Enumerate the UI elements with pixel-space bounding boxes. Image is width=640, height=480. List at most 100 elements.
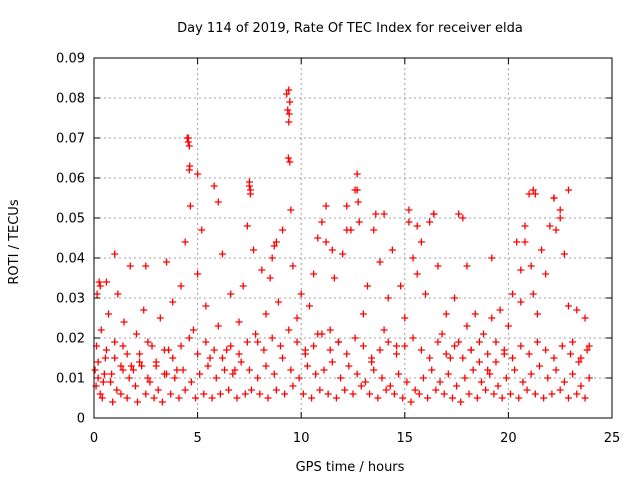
data-point xyxy=(353,370,361,378)
data-point xyxy=(455,338,463,346)
y-tick-label: 0.04 xyxy=(56,252,85,267)
data-point xyxy=(393,342,401,350)
data-point xyxy=(459,214,467,222)
data-point xyxy=(533,310,541,318)
data-point xyxy=(430,210,438,218)
data-point xyxy=(268,334,276,342)
data-point xyxy=(134,398,142,406)
data-point xyxy=(241,390,249,398)
data-point xyxy=(262,310,270,318)
data-point xyxy=(310,270,318,278)
data-point xyxy=(349,390,357,398)
data-point xyxy=(287,366,295,374)
data-point xyxy=(509,290,517,298)
data-point xyxy=(550,354,558,362)
data-point xyxy=(558,342,566,350)
data-point xyxy=(177,342,185,350)
data-point xyxy=(119,342,127,350)
data-point xyxy=(506,390,514,398)
data-point xyxy=(126,262,134,270)
data-point xyxy=(181,238,189,246)
data-point xyxy=(198,226,206,234)
data-point xyxy=(192,394,200,402)
x-tick-label: 5 xyxy=(193,431,201,446)
data-point xyxy=(484,366,492,374)
data-point xyxy=(235,318,243,326)
data-point xyxy=(252,330,260,338)
data-point xyxy=(434,262,442,270)
data-point xyxy=(527,262,535,270)
data-point xyxy=(359,342,367,350)
data-point xyxy=(95,278,103,286)
data-point xyxy=(156,314,164,322)
data-point xyxy=(538,246,546,254)
data-point xyxy=(502,374,510,382)
data-point xyxy=(463,322,471,330)
data-point xyxy=(368,354,376,362)
data-point xyxy=(457,398,465,406)
data-point xyxy=(351,334,359,342)
data-point xyxy=(463,262,471,270)
data-point xyxy=(556,206,564,214)
data-point xyxy=(448,394,456,402)
data-point xyxy=(477,378,485,386)
data-point xyxy=(475,338,483,346)
data-point xyxy=(386,382,394,390)
grid-lines xyxy=(94,58,612,418)
data-point xyxy=(531,390,539,398)
data-point xyxy=(100,370,108,378)
data-point xyxy=(243,338,251,346)
data-point xyxy=(504,322,512,330)
data-point xyxy=(285,86,293,94)
data-point xyxy=(208,394,216,402)
data-point xyxy=(442,310,450,318)
data-point xyxy=(194,170,202,178)
data-point xyxy=(274,298,282,306)
data-point xyxy=(94,374,102,382)
data-point xyxy=(245,366,253,374)
data-point xyxy=(395,370,403,378)
data-point xyxy=(216,390,224,398)
data-point xyxy=(272,386,280,394)
data-point xyxy=(372,210,380,218)
x-tick-label: 15 xyxy=(397,431,414,446)
data-point xyxy=(169,298,177,306)
data-point xyxy=(542,346,550,354)
data-point xyxy=(366,390,374,398)
data-point xyxy=(546,222,554,230)
data-point xyxy=(533,338,541,346)
data-point xyxy=(378,374,386,382)
data-point xyxy=(354,198,362,206)
data-point xyxy=(94,358,102,366)
data-point xyxy=(186,162,194,170)
data-point xyxy=(109,398,117,406)
data-point xyxy=(552,366,560,374)
data-point xyxy=(552,226,560,234)
data-point xyxy=(415,390,423,398)
data-point xyxy=(401,314,409,322)
x-tick-label: 20 xyxy=(500,431,517,446)
data-point xyxy=(185,334,193,342)
data-point xyxy=(496,306,504,314)
data-point xyxy=(177,282,185,290)
x-tick-label: 0 xyxy=(90,431,98,446)
data-point xyxy=(451,342,459,350)
data-point xyxy=(397,282,405,290)
data-point xyxy=(322,238,330,246)
y-tick-label: 0.08 xyxy=(56,92,85,107)
data-point xyxy=(163,258,171,266)
data-point xyxy=(154,386,162,394)
data-point xyxy=(256,390,264,398)
data-point xyxy=(384,294,392,302)
data-point xyxy=(108,370,116,378)
data-point xyxy=(316,386,324,394)
data-point xyxy=(581,394,589,402)
data-point xyxy=(413,222,421,230)
data-point xyxy=(223,346,231,354)
data-point xyxy=(540,394,548,402)
data-point xyxy=(544,374,552,382)
data-point xyxy=(488,314,496,322)
data-point xyxy=(247,386,255,394)
data-point xyxy=(480,330,488,338)
data-point xyxy=(200,390,208,398)
